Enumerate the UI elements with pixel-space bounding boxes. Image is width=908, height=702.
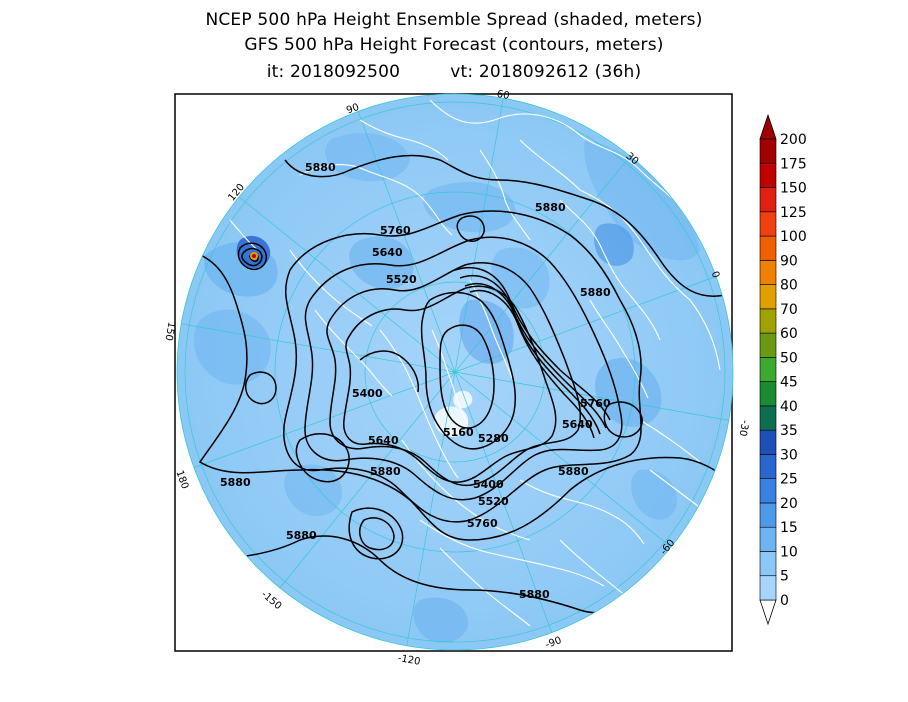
colorbar-level-label: 125 xyxy=(780,205,807,221)
colorbar-swatch xyxy=(759,381,777,407)
colorbar-swatch xyxy=(759,187,777,213)
coastlines xyxy=(229,99,721,627)
lon-label: 90 xyxy=(345,102,361,117)
lon-label: 150 xyxy=(162,321,176,342)
contour-label: 5520 xyxy=(478,495,509,508)
contour-label: 5640 xyxy=(562,418,593,431)
spread-max-core xyxy=(252,254,256,258)
lon-label: -120 xyxy=(397,653,421,668)
colorbar-level-label: 40 xyxy=(780,399,798,415)
lon-label: 0 xyxy=(709,270,722,280)
contour-label: 5760 xyxy=(380,224,411,237)
graticule xyxy=(177,94,733,650)
contour-label: 5400 xyxy=(352,387,383,400)
colorbar-swatch xyxy=(759,308,777,334)
colorbar-level-label: 50 xyxy=(780,350,798,366)
colorbar-level-label: 60 xyxy=(780,326,798,342)
colorbar-min-arrow xyxy=(759,599,777,626)
colorbar-level-label: 10 xyxy=(780,544,798,560)
colorbar-level-label: 45 xyxy=(780,375,798,391)
colorbar-level-label: 175 xyxy=(780,156,807,172)
polar-map-disk xyxy=(177,94,733,650)
contour-label: 5760 xyxy=(467,517,498,530)
colorbar: 0 5 10 15 20 25 30 35 40 45 50 60 70 80 90 100 125 150 175… xyxy=(759,113,807,626)
colorbar-swatch xyxy=(759,429,777,455)
colorbar-swatch xyxy=(759,332,777,358)
contour-label: 5280 xyxy=(478,432,509,445)
lon-label: -30 xyxy=(737,419,751,437)
colorbar-level-label: 20 xyxy=(780,496,798,512)
contour-labels: 5880 5880 5880 5880 5880 5880 5880 5880 … xyxy=(220,161,611,601)
contour-label: 5880 xyxy=(286,529,317,542)
colorbar-swatch xyxy=(759,211,777,237)
colorbar-level-label: 70 xyxy=(780,302,798,318)
contour-label: 5880 xyxy=(220,476,251,489)
valid-time: vt: 2018092612 (36h) xyxy=(450,62,642,82)
contour-label: 5880 xyxy=(370,465,401,478)
contour-label: 5160 xyxy=(443,426,474,439)
colorbar-swatch xyxy=(759,235,777,261)
colorbar-swatch xyxy=(759,575,777,601)
colorbar-level-label: 30 xyxy=(780,447,798,463)
init-time: it: 2018092500 xyxy=(266,62,401,82)
colorbar-level-label: 100 xyxy=(780,229,807,245)
colorbar-swatch xyxy=(759,357,777,382)
colorbar-level-label: 80 xyxy=(780,278,798,294)
contour-label: 5400 xyxy=(473,478,504,491)
lon-label: 60 xyxy=(496,89,510,102)
contour-label: 5880 xyxy=(305,161,336,174)
colorbar-level-label: 15 xyxy=(780,520,798,536)
colorbar-swatch xyxy=(759,284,777,310)
colorbar-swatch xyxy=(759,138,777,164)
contour-label: 5760 xyxy=(580,397,611,410)
contour-label: 5640 xyxy=(368,434,399,447)
lon-label: -90 xyxy=(544,635,563,651)
contour-label: 5880 xyxy=(519,588,550,601)
contour-label: 5520 xyxy=(386,273,417,286)
contour-label: 5640 xyxy=(372,246,403,259)
colorbar-level-label: 35 xyxy=(780,423,798,439)
contour-label: 5880 xyxy=(580,286,611,299)
height-contours xyxy=(184,154,731,614)
colorbar-swatch xyxy=(759,478,777,504)
colorbar-swatch xyxy=(759,454,777,479)
colorbar-swatch xyxy=(759,551,777,577)
colorbar-level-label: 25 xyxy=(780,472,798,488)
colorbar-level-label: 0 xyxy=(780,593,789,609)
colorbar-max-arrow xyxy=(759,113,777,140)
contour-label: 5880 xyxy=(558,465,589,478)
colorbar-swatch xyxy=(759,502,777,528)
colorbar-level-label: 5 xyxy=(780,569,789,585)
colorbar-swatch xyxy=(759,405,777,431)
colorbar-level-label: 200 xyxy=(780,132,807,148)
disk-outline xyxy=(176,93,734,651)
title-line-1: NCEP 500 hPa Height Ensemble Spread (sha… xyxy=(205,10,703,30)
colorbar-swatch xyxy=(759,526,777,552)
title-line-3: it: 2018092500 vt: 2018092612 (36h) xyxy=(0,60,908,84)
title-line-2: GFS 500 hPa Height Forecast (contours, m… xyxy=(244,35,664,55)
colorbar-level-label: 90 xyxy=(780,253,798,269)
colorbar-swatch xyxy=(759,260,777,285)
colorbar-swatch xyxy=(759,162,777,188)
contour-label: 5880 xyxy=(535,201,566,214)
colorbar-level-label: 150 xyxy=(780,181,807,197)
